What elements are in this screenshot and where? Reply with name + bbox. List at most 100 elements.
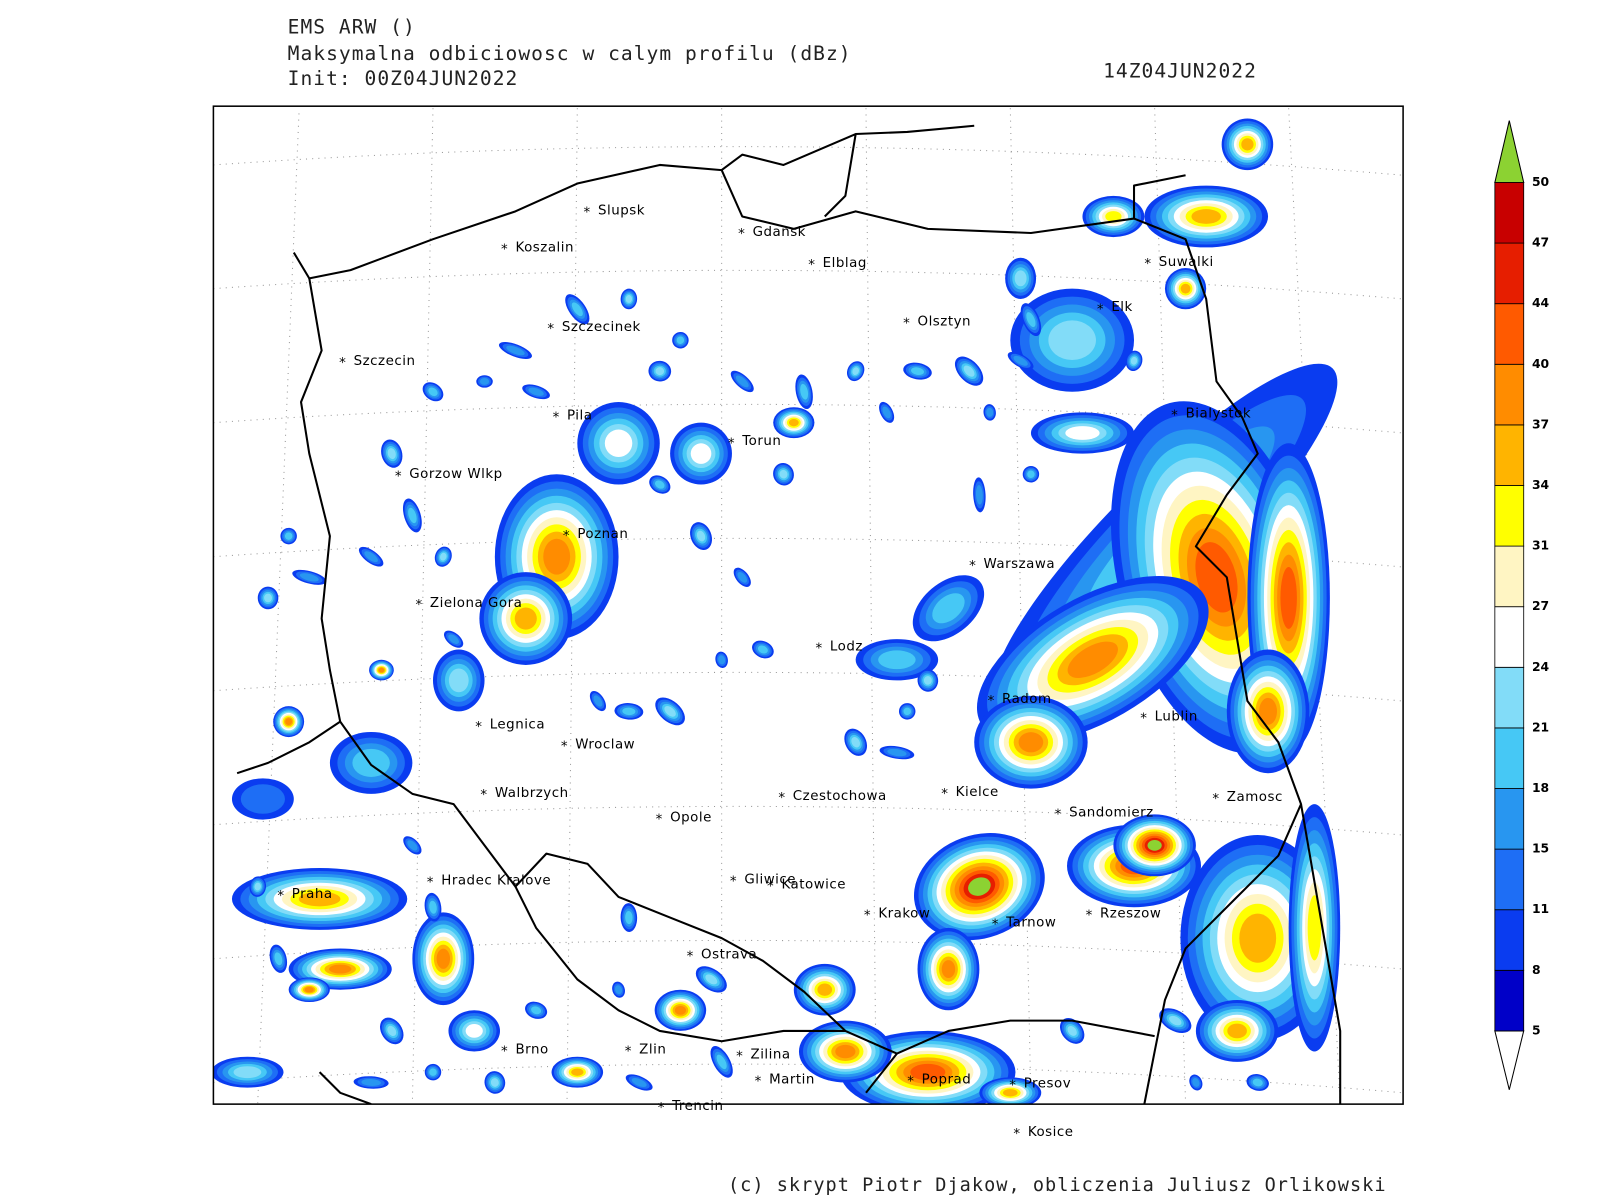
colorbar-tick-label: 37 xyxy=(1532,417,1549,431)
city-marker: * xyxy=(988,694,995,709)
city-name: Slupsk xyxy=(598,203,645,218)
city-name: Zilina xyxy=(751,1048,791,1063)
echo xyxy=(1192,1078,1200,1087)
city-name: Krakow xyxy=(878,906,930,921)
colorbar-tick-label: 18 xyxy=(1532,781,1549,795)
city-name: Gorzow Wlkp xyxy=(409,467,502,482)
city-marker: * xyxy=(561,739,568,754)
echo xyxy=(911,367,925,375)
city-marker: * xyxy=(907,1074,914,1089)
echo xyxy=(1018,732,1044,753)
colorbar-tick-label: 50 xyxy=(1532,175,1550,189)
city-marker: * xyxy=(941,787,948,802)
echo xyxy=(1195,542,1238,613)
colorbar-tick-label: 44 xyxy=(1532,296,1550,310)
echo xyxy=(543,538,571,575)
city-name: Katowice xyxy=(781,878,846,893)
city-name: Bialystok xyxy=(1186,406,1252,421)
colorbar-tick-label: 27 xyxy=(1532,599,1549,613)
city-marker: * xyxy=(738,227,745,242)
city-name: Gdansk xyxy=(753,225,806,240)
city-marker: * xyxy=(736,1050,743,1065)
city-name: Gliwice xyxy=(744,872,796,887)
echo xyxy=(440,552,447,561)
echo xyxy=(448,668,469,693)
city-name: Brno xyxy=(515,1042,548,1057)
city-name: Hradec Kralove xyxy=(441,873,551,888)
city-marker: * xyxy=(903,317,910,332)
echo xyxy=(1002,1089,1018,1097)
colorbar-bin xyxy=(1494,788,1525,850)
city-name: Kosice xyxy=(1028,1125,1074,1140)
echo xyxy=(1191,209,1221,224)
echo xyxy=(285,718,293,726)
echo xyxy=(604,429,633,458)
echo xyxy=(429,900,437,914)
echo xyxy=(887,748,907,757)
echo xyxy=(817,983,833,996)
model-title: EMS ARW () xyxy=(288,15,416,38)
echo xyxy=(1147,840,1162,851)
city-name: Sandomierz xyxy=(1069,805,1154,820)
colorbar-tick-label: 24 xyxy=(1532,660,1550,674)
echo xyxy=(298,891,341,907)
map xyxy=(213,108,1404,1105)
echo xyxy=(910,1063,946,1081)
echo xyxy=(625,910,633,925)
echo xyxy=(528,387,544,396)
echo xyxy=(735,375,749,388)
city-name: Rzeszow xyxy=(1100,906,1161,921)
colorbar-bin xyxy=(1494,969,1525,1032)
city-name: Koszalin xyxy=(515,240,574,255)
echo xyxy=(923,676,932,685)
echo xyxy=(1169,1015,1182,1026)
city-name: Zlin xyxy=(639,1042,666,1057)
city-marker: * xyxy=(415,598,422,613)
city-marker: * xyxy=(808,258,815,273)
city-name: Walbrzych xyxy=(495,786,569,801)
city-marker: * xyxy=(815,641,822,656)
echo xyxy=(676,336,685,344)
city-name: Poznan xyxy=(577,527,628,542)
colorbar-tick-label: 5 xyxy=(1532,1023,1541,1037)
echo xyxy=(1013,355,1028,366)
city-marker: * xyxy=(1144,257,1151,272)
echo xyxy=(718,655,726,665)
echo xyxy=(654,480,665,489)
echo xyxy=(1105,211,1122,222)
echo xyxy=(1280,567,1297,629)
echo xyxy=(571,1068,584,1076)
city-labels: * Slupsk * Koszalin * Gdansk * Elblag * Suwalki * E… xyxy=(277,203,1282,1116)
graticule xyxy=(213,108,1404,1104)
colorbar-bin xyxy=(1494,424,1525,486)
borders xyxy=(236,124,1342,1105)
city-marker: * xyxy=(992,918,999,933)
echo xyxy=(1067,641,1118,679)
echo xyxy=(264,593,273,603)
echo xyxy=(655,367,665,376)
city-name: Elblag xyxy=(823,256,867,271)
echo xyxy=(800,383,809,400)
echo xyxy=(882,406,891,419)
city-marker: * xyxy=(427,875,434,890)
echo xyxy=(304,987,314,993)
city-marker: * xyxy=(277,889,284,904)
colorbar-over xyxy=(1494,120,1525,183)
colorbar-bin xyxy=(1494,909,1525,971)
colorbar-bin xyxy=(1494,242,1525,305)
city-name: Martin xyxy=(769,1072,815,1087)
echo xyxy=(779,469,788,479)
echo xyxy=(625,295,633,303)
echo xyxy=(436,948,451,969)
colorbar-tick-label: 31 xyxy=(1532,539,1549,553)
city-name: Opole xyxy=(670,811,712,826)
city-marker: * xyxy=(480,788,487,803)
colorbar-tick-label: 15 xyxy=(1532,842,1549,856)
city-name: Praha xyxy=(292,887,333,902)
echo xyxy=(614,985,623,995)
echo xyxy=(757,645,768,654)
city-marker: * xyxy=(563,529,570,544)
city-marker: * xyxy=(395,469,402,484)
echo xyxy=(429,1068,437,1076)
echo xyxy=(387,1025,397,1037)
